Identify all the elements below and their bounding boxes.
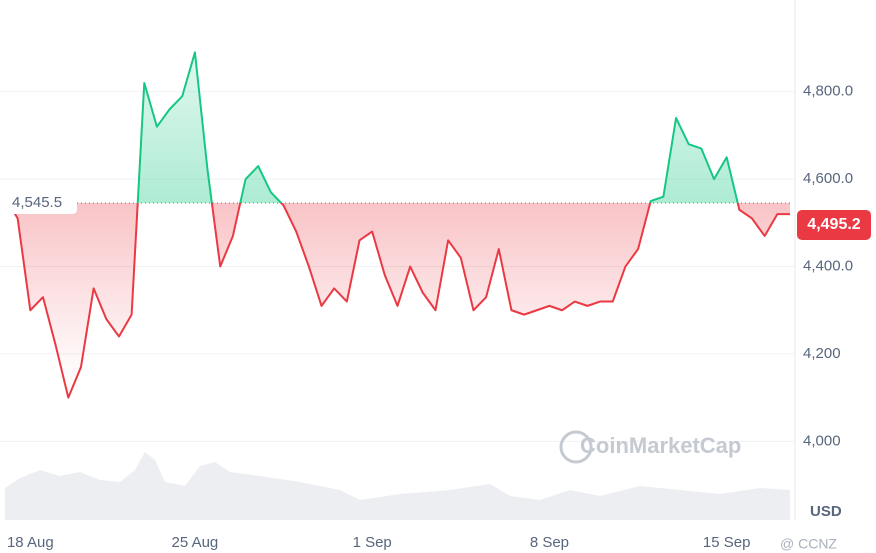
baseline-label-text: 4,545.5 <box>12 194 62 211</box>
x-tick-label: 15 Sep <box>703 534 751 551</box>
x-tick-label: 18 Aug <box>7 534 54 551</box>
y-tick-label: 4,000 <box>803 432 841 449</box>
volume-area <box>5 452 790 520</box>
baseline-label: 4,545.5 <box>3 191 77 214</box>
area <box>5 52 790 398</box>
watermark-logo <box>559 430 593 464</box>
y-tick-label: 4,400.0 <box>803 258 853 275</box>
y-tick-label: 4,600.0 <box>803 170 853 187</box>
price-line <box>4 51 790 399</box>
y-tick-label: 4,800.0 <box>803 83 853 100</box>
baseline-label-box <box>3 191 77 214</box>
y-tick-label: 4,200 <box>803 345 841 362</box>
current-price-label: 4,495.2 <box>807 216 860 233</box>
credit: @ CCNZ <box>780 536 837 552</box>
x-tick-label: 25 Aug <box>172 534 219 551</box>
currency-label: USD <box>810 503 842 520</box>
watermark: CoinMarketCap <box>580 433 741 458</box>
current-price-box <box>797 209 871 240</box>
x-tick-label: 1 Sep <box>353 534 392 551</box>
x-tick-label: 8 Sep <box>530 534 569 551</box>
